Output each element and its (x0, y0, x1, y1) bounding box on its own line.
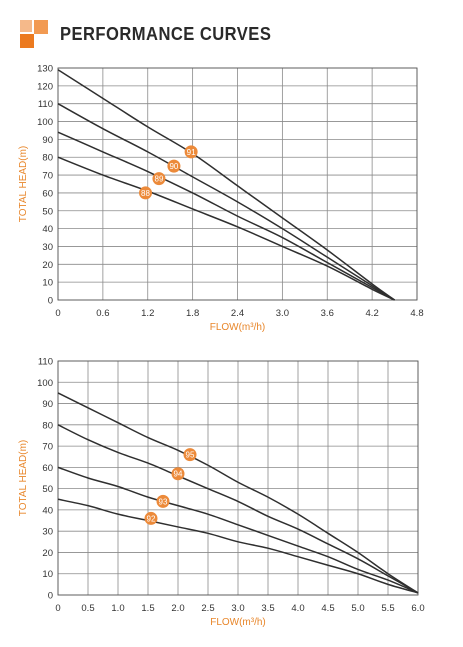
x-tick-label: 0 (55, 308, 60, 319)
y-tick-label: 50 (42, 206, 53, 217)
x-tick-label: 1.2 (141, 308, 154, 319)
page-header: PERFORMANCE CURVES (20, 20, 440, 52)
y-tick-label: 20 (42, 548, 53, 559)
y-tick-label: 40 (42, 505, 53, 516)
y-tick-label: 80 (42, 153, 53, 164)
series-badge (152, 172, 166, 186)
x-tick-label: 4.2 (366, 308, 379, 319)
curve-series-91 (57, 69, 395, 301)
series-label: 88 (141, 189, 150, 198)
y-tick-label: 60 (42, 463, 53, 474)
x-axis-title: FLOW(m³/h) (210, 617, 266, 628)
x-tick-label: 6.0 (411, 603, 424, 614)
x-tick-label: 2.0 (171, 603, 184, 614)
curve-series-94 (57, 424, 419, 594)
x-tick-label: 0.5 (81, 603, 94, 614)
performance-chart-1: 0 0.6 1.2 1.8 2.4 3.0 3.6 4.2 4.8 0 10 20 30 40 50 60 70… (18, 64, 424, 334)
y-tick-label: 70 (42, 171, 53, 182)
x-tick-label: 1.8 (186, 308, 199, 319)
y-axis-title: TOTAL HEAD(m) (18, 146, 29, 222)
series-badge (144, 511, 158, 525)
series-badge (167, 159, 181, 173)
y-tick-label: 70 (42, 442, 53, 453)
plot-frame (57, 360, 419, 596)
brand-squares-icon (20, 20, 50, 50)
plot-frame (57, 67, 418, 301)
series-label: 95 (186, 451, 195, 460)
x-tick-label: 4.8 (410, 308, 423, 319)
x-tick-label: 4.0 (291, 603, 304, 614)
x-axis-title: FLOW(m³/h) (210, 322, 266, 333)
x-tick-label: 3.0 (276, 308, 289, 319)
y-tick-label: 90 (42, 135, 53, 146)
y-axis-title: TOTAL HEAD(m) (18, 440, 29, 516)
y-tick-label: 120 (37, 81, 53, 92)
series-label: 93 (159, 497, 168, 506)
y-tick-label: 10 (42, 278, 53, 289)
y-tick-label: 20 (42, 260, 53, 271)
series-label: 94 (174, 470, 183, 479)
x-tick-label: 0 (55, 603, 60, 614)
series-label: 92 (147, 514, 156, 523)
y-tick-label: 30 (42, 242, 53, 253)
x-tick-label: 3.6 (321, 308, 334, 319)
y-tick-label: 10 (42, 569, 53, 580)
x-tick-label: 2.5 (201, 603, 214, 614)
series-label: 91 (187, 148, 196, 157)
curve-series-88 (57, 156, 395, 301)
x-tick-label: 0.6 (96, 308, 109, 319)
y-tick-label: 60 (42, 188, 53, 199)
y-tick-label: 80 (42, 420, 53, 431)
y-tick-label: 30 (42, 527, 53, 538)
y-tick-label: 100 (37, 117, 53, 128)
curve-series-90 (57, 103, 395, 301)
y-tick-label: 90 (42, 399, 53, 410)
x-tick-label: 2.4 (231, 308, 244, 319)
x-tick-label: 5.0 (351, 603, 364, 614)
x-tick-label: 5.5 (381, 603, 394, 614)
performance-chart-2: 0 0.5 1.0 1.5 2.0 2.5 3.0 3.5 4.0 4.5 5.0 5.5 6.0 0 10… (18, 357, 425, 629)
y-tick-label: 110 (38, 99, 53, 110)
y-tick-label: 130 (37, 64, 53, 75)
y-tick-label: 100 (37, 378, 53, 389)
y-tick-label: 50 (42, 484, 53, 495)
y-tick-label: 0 (48, 296, 53, 307)
x-tick-label: 1.0 (111, 603, 124, 614)
page-title: PERFORMANCE CURVES (60, 24, 272, 44)
y-tick-label: 40 (42, 224, 53, 235)
series-badge (139, 186, 153, 200)
series-badge (156, 494, 170, 508)
curve-series-92 (57, 498, 419, 594)
x-tick-label: 1.5 (141, 603, 154, 614)
curve-series-93 (57, 466, 419, 594)
y-tick-label: 0 (48, 591, 53, 602)
curve-series-89 (57, 131, 395, 301)
y-tick-label: 110 (38, 357, 53, 368)
series-badge (183, 448, 197, 462)
x-tick-label: 4.5 (321, 603, 334, 614)
series-label: 90 (169, 162, 178, 171)
series-badge (184, 145, 198, 159)
x-tick-label: 3.0 (231, 603, 244, 614)
series-label: 89 (155, 175, 164, 184)
series-badge (171, 467, 185, 481)
curve-series-95 (57, 392, 419, 594)
x-tick-label: 3.5 (261, 603, 274, 614)
